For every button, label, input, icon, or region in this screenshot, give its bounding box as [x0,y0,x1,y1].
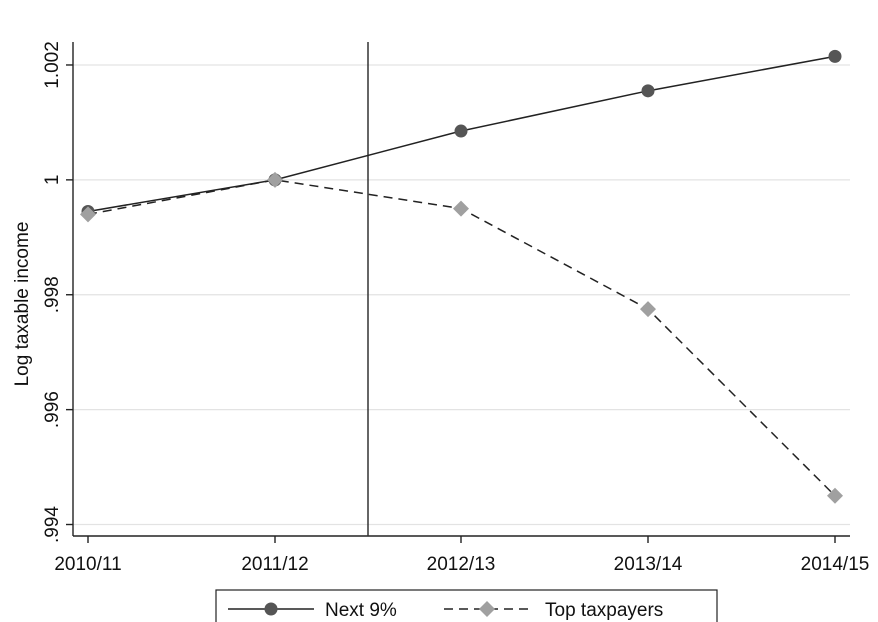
grid-lines [73,64,850,526]
data-point-circle [828,49,842,63]
y-axis-label: Log taxable income [12,222,33,387]
data-point-diamond [640,301,656,318]
legend-label-1: Next 9% [325,600,397,621]
x-tick-label: 2011/12 [241,554,308,575]
x-tick-label: 2014/15 [801,554,870,575]
y-tick-label: .994 [42,506,63,543]
data-point-diamond [453,200,469,217]
y-tick-label: 1.002 [42,41,63,89]
axes [66,42,850,543]
y-tick-label: .996 [42,391,63,428]
x-tick-label: 2010/11 [54,554,121,575]
data-point-diamond [80,206,96,223]
legend-marker-circle [264,602,278,616]
legend-label-2: Top taxpayers [545,600,663,621]
y-tick-labels: .994 .996 .998 1 1.002 [42,41,63,543]
y-tick-label: 1 [42,175,63,186]
x-tick-labels: 2010/11 2011/12 2012/13 2013/14 2014/15 [54,554,869,575]
data-point-circle [641,84,655,98]
legend-marker-diamond [479,601,495,617]
y-tick-label: .998 [42,276,63,313]
data-point-diamond [267,171,283,188]
legend-box [215,589,718,622]
data-point-diamond [827,487,843,504]
data-point-circle [454,124,468,138]
x-tick-label: 2013/14 [614,554,683,575]
legend: Next 9% Top taxpayers [215,589,718,622]
series-group [80,49,843,504]
x-tick-label: 2012/13 [427,554,496,575]
